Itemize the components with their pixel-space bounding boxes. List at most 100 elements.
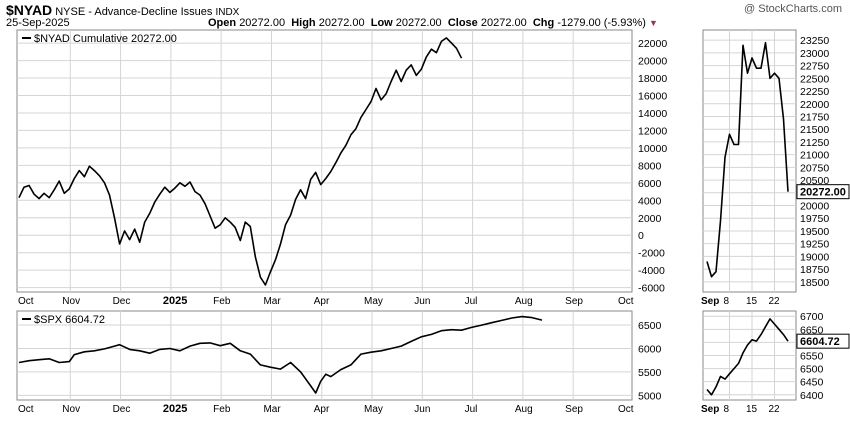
main-nyad-series-line — [18, 37, 463, 286]
x-tick-label: Dec — [113, 404, 131, 415]
y-tick-label: 4000 — [638, 195, 662, 207]
y-tick-label: 6700 — [800, 311, 824, 323]
y-tick-label: 19250 — [800, 239, 829, 251]
low-label: Low — [370, 17, 393, 29]
y-tick-label: 6000 — [638, 343, 662, 355]
y-tick-label: 18500 — [800, 277, 829, 289]
x-tick-label: Mar — [263, 296, 281, 307]
y-tick-label: 19750 — [800, 213, 829, 225]
y-tick-label: 22000 — [800, 99, 829, 111]
x-tick-label: Apr — [314, 296, 330, 307]
x-tick-label: Sep — [701, 296, 719, 307]
lower-spx-zoom-series-line — [706, 318, 789, 396]
x-tick-label: 8 — [724, 404, 730, 415]
x-tick-label: 15 — [746, 404, 758, 415]
low-value: 20272.00 — [395, 17, 442, 29]
watermark: @ StockCharts.com — [744, 3, 842, 15]
y-tick-label: -2000 — [638, 248, 665, 260]
y-tick-label: 5000 — [638, 390, 662, 402]
y-tick-label: 21500 — [800, 124, 829, 136]
y-tick-label: -4000 — [638, 265, 665, 277]
x-tick-label: 8 — [724, 296, 730, 307]
x-tick-label: Sep — [565, 296, 583, 307]
symbol: $NYAD — [6, 2, 53, 18]
y-tick-label: 22500 — [800, 73, 829, 85]
x-tick-label: Jun — [414, 296, 430, 307]
x-tick-label: Dec — [113, 296, 131, 307]
y-tick-label: 20000 — [638, 56, 667, 68]
y-tick-label: 22250 — [800, 86, 829, 98]
x-tick-label: Oct — [618, 296, 634, 307]
last-value-box — [796, 333, 850, 349]
last-value-label: 6604.72 — [800, 336, 840, 348]
y-tick-label: 12000 — [638, 125, 667, 137]
y-tick-label: 6400 — [800, 390, 824, 402]
y-tick-label: 22000 — [638, 38, 667, 50]
ohlc-readout: Open 20272.00 High 20272.00 Low 20272.00… — [208, 17, 658, 29]
last-value-label: 20272.00 — [800, 187, 846, 199]
x-tick-label: Feb — [213, 296, 231, 307]
close-value: 20272.00 — [480, 17, 527, 29]
y-tick-label: 20750 — [800, 162, 829, 174]
y-tick-label: 6450 — [800, 377, 824, 389]
x-tick-label: Apr — [314, 404, 330, 415]
y-tick-label: 6500 — [638, 320, 662, 332]
x-tick-label: Oct — [18, 404, 34, 415]
y-tick-label: 8000 — [638, 160, 662, 172]
x-tick-label: Jun — [414, 404, 430, 415]
x-tick-label: 22 — [769, 296, 781, 307]
y-tick-label: 6500 — [800, 364, 824, 376]
high-label: High — [291, 17, 316, 29]
main-nyad-zoom-series-line — [706, 41, 789, 278]
high-value: 20272.00 — [318, 17, 365, 29]
y-tick-label: 6650 — [800, 324, 824, 336]
open-value: 20272.00 — [239, 17, 286, 29]
lower-spx-panel: 6500 6000 5500 5000 Oct Nov Dec 2025 Feb Mar Apr Ma… — [16, 310, 662, 415]
chg-value: -1279.00 (-5.93%) — [557, 17, 646, 29]
y-tick-label: 16000 — [638, 91, 667, 103]
symbol-description: NYSE - Advance-Decline Issues — [55, 6, 213, 18]
chart-header: $NYAD NYSE - Advance-Decline Issues INDX — [6, 2, 239, 18]
chart-date: 25-Sep-2025 — [6, 17, 70, 29]
x-tick-label: 22 — [769, 404, 781, 415]
x-tick-label: 2025 — [163, 403, 187, 415]
last-value-box — [796, 184, 850, 200]
y-tick-label: 23250 — [800, 35, 829, 47]
y-tick-label: 19500 — [800, 226, 829, 238]
main-nyad-zoom-panel: 2325023000227502250022250220002175021500… — [701, 29, 850, 307]
y-tick-label: 23000 — [800, 48, 829, 60]
down-triangle-icon: ▼ — [649, 18, 658, 28]
main-nyad-frame — [16, 29, 633, 293]
x-tick-label: 15 — [746, 296, 758, 307]
x-tick-label: May — [364, 404, 383, 415]
x-tick-label: Jul — [465, 296, 478, 307]
legend-label: $NYAD Cumulative 20272.00 — [34, 33, 177, 45]
main-nyad-panel: 2200020000180001600014000120001000080006… — [16, 29, 667, 307]
x-tick-label: Sep — [565, 404, 583, 415]
close-label: Close — [447, 17, 478, 29]
y-tick-label: -6000 — [638, 283, 665, 295]
x-tick-label: Oct — [18, 296, 34, 307]
x-tick-label: Aug — [515, 404, 533, 415]
open-label: Open — [208, 17, 237, 29]
y-tick-label: 22750 — [800, 61, 829, 73]
lower-spx-frame — [16, 310, 633, 401]
main-nyad-zoom-frame — [702, 29, 797, 293]
x-tick-label: Aug — [515, 296, 533, 307]
x-tick-label: Jul — [465, 404, 478, 415]
chg-label: Chg — [532, 17, 555, 29]
y-tick-label: 20000 — [800, 201, 829, 213]
lower-spx-series-line — [18, 315, 543, 394]
y-tick-label: 5500 — [638, 367, 662, 379]
x-tick-label: 2025 — [163, 295, 187, 307]
x-tick-label: Sep — [701, 404, 719, 415]
x-tick-label: Oct — [618, 404, 634, 415]
y-tick-label: 18750 — [800, 264, 829, 276]
y-tick-label: 2000 — [638, 213, 662, 225]
y-tick-label: 21000 — [800, 150, 829, 162]
y-tick-label: 20500 — [800, 175, 829, 187]
legend-label: $SPX 6604.72 — [34, 314, 105, 326]
x-tick-label: Nov — [62, 296, 80, 307]
